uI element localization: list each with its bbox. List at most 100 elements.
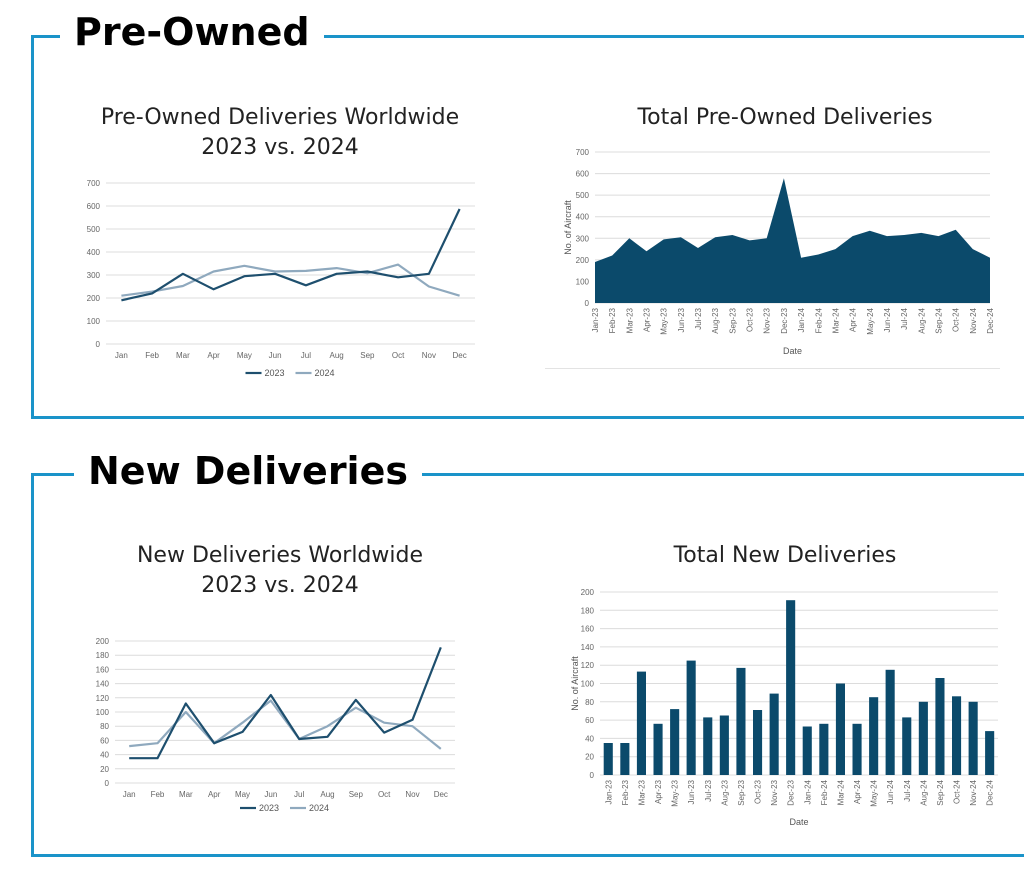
preowned-total-x-tick-label: Feb-24 [814,307,823,333]
preowned-total-area-series [595,178,990,303]
new-total-x-tick-label: Dec-24 [986,779,995,805]
preowned-total-x-tick-label: Jan-24 [797,307,806,332]
pre-owned-section-title: Pre-Owned [60,13,324,51]
new-total-bar [968,701,978,775]
preowned-yoy-x-tick-label: Sep [360,351,375,360]
new-yoy-series-2024-line [129,699,442,750]
preowned-total-y-axis-label: No. of Aircraft [563,200,573,255]
new-total-x-tick-label: Apr-23 [654,779,663,804]
new-yoy-y-tick-label: 20 [100,765,109,774]
new-total-y-tick-label: 20 [585,753,594,762]
new-total-bar-chart: 0 20 40 60 80 100 120 140 160 180 200 Jan-23 Feb-23 M… [570,588,998,827]
preowned-yoy-legend-label-2024: 2024 [315,368,335,378]
new-yoy-y-tick-label: 180 [96,651,110,660]
preowned-yoy-x-tick-label: Apr [207,351,220,360]
new-total-bar [952,696,962,775]
preowned-total-x-axis-label: Date [783,346,802,356]
new-total-y-tick-label: 80 [585,698,594,707]
preowned-total-x-tick-label: Sep-23 [728,307,737,333]
new-yoy-x-tick-label: Oct [378,790,391,799]
preowned-yoy-x-tick-label: Nov [422,351,436,360]
new-total-x-tick-label: Mar-23 [638,779,647,805]
new-total-bar [869,697,879,775]
preowned-total-x-tick-label: Apr-23 [643,307,652,332]
new-total-chart-title: Total New Deliveries [673,543,897,568]
new-total-y-tick-label: 140 [581,643,595,652]
new-total-x-tick-label: Aug-24 [919,779,928,805]
preowned-total-x-tick-label: May-23 [660,307,669,334]
new-total-y-tick-label: 100 [581,680,595,689]
new-total-x-tick-label: Feb-24 [820,779,829,805]
preowned-total-chart-bottom-border [545,368,1000,369]
new-deliveries-section-title: New Deliveries [74,452,422,490]
preowned-yoy-line-chart: 0 100 200 300 400 500 600 700 Jan Feb Mar Apr May Jun… [87,179,475,378]
new-yoy-legend-label-2024: 2024 [309,803,329,813]
preowned-total-x-tick-label: Jun-23 [677,307,686,332]
new-yoy-x-tick-label: Mar [179,790,193,799]
preowned-total-x-tick-label: May-24 [866,307,875,334]
new-total-x-tick-label: Oct-23 [754,779,763,804]
new-yoy-x-tick-label: Dec [434,790,448,799]
new-yoy-x-tick-label: Jan [123,790,136,799]
preowned-total-y-tick-label: 500 [576,191,590,200]
preowned-total-x-tick-label: Aug-23 [711,307,720,333]
new-yoy-x-tick-label: Jun [264,790,277,799]
preowned-total-x-tick-label: Aug-24 [917,307,926,333]
preowned-total-x-tick-label: Apr-24 [849,307,858,332]
preowned-yoy-y-tick-label: 600 [87,202,101,211]
preowned-yoy-title-line2: 2023 vs. 2024 [201,135,359,160]
new-yoy-y-tick-label: 120 [96,694,110,703]
preowned-total-y-tick-label: 200 [576,256,590,265]
new-total-y-tick-label: 180 [581,606,595,615]
preowned-yoy-x-tick-label: Feb [145,351,159,360]
new-yoy-line-chart: 0 20 40 60 80 100 120 140 160 180 200 Jan Feb Mar Apr M… [96,637,455,813]
preowned-yoy-y-tick-label: 300 [87,271,101,280]
preowned-total-x-tick-label: Dec-24 [986,307,995,333]
new-yoy-y-tick-label: 0 [105,779,110,788]
new-total-x-tick-label: May-23 [671,779,680,806]
new-total-bar [653,723,663,775]
new-total-x-tick-label: Jul-23 [704,779,713,801]
new-total-bar [918,701,928,775]
new-total-bar [819,723,829,775]
new-yoy-y-tick-label: 40 [100,751,109,760]
new-total-x-tick-label: Mar-24 [837,779,846,805]
preowned-total-x-tick-label: Nov-23 [763,307,772,333]
preowned-total-x-tick-label: Oct-24 [952,307,961,332]
preowned-yoy-series-2023-line [121,208,461,302]
new-yoy-x-tick-label: May [235,790,250,799]
preowned-yoy-y-tick-label: 500 [87,225,101,234]
new-total-bar [852,723,862,775]
new-total-x-tick-label: Nov-23 [770,779,779,805]
new-total-bar [703,717,713,775]
new-deliveries-section-frame [31,473,1024,857]
preowned-total-x-tick-label: Jul-23 [694,307,703,329]
new-yoy-y-tick-label: 80 [100,722,109,731]
preowned-yoy-y-tick-label: 700 [87,179,101,188]
new-total-x-tick-label: Apr-24 [853,779,862,804]
new-total-bar [769,693,779,775]
preowned-total-y-tick-label: 0 [585,299,590,308]
preowned-yoy-legend-label-2023: 2023 [265,368,285,378]
new-total-bar [835,683,845,775]
new-total-y-tick-label: 120 [581,661,595,670]
new-total-y-tick-label: 40 [585,734,594,743]
new-total-x-tick-label: Jun-24 [886,779,895,804]
new-total-bar [885,669,895,775]
new-total-bar [736,667,746,775]
preowned-yoy-x-tick-label: Dec [453,351,467,360]
preowned-total-x-tick-label: Mar-24 [831,307,840,333]
new-total-bar [753,710,763,775]
new-yoy-legend-label-2023: 2023 [259,803,279,813]
new-total-bar [670,709,680,775]
new-total-bar [603,743,613,775]
new-total-x-tick-label: Sep-24 [936,779,945,805]
preowned-yoy-title-line1: Pre-Owned Deliveries Worldwide [100,105,460,130]
new-total-x-tick-label: Sep-23 [737,779,746,805]
new-total-x-tick-label: Aug-23 [720,779,729,805]
preowned-total-y-tick-label: 600 [576,170,590,179]
new-total-x-tick-label: May-24 [870,779,879,806]
new-yoy-title-line2: 2023 vs. 2024 [201,573,359,598]
new-total-x-tick-label: Jun-23 [687,779,696,804]
preowned-total-y-tick-label: 100 [576,277,590,286]
